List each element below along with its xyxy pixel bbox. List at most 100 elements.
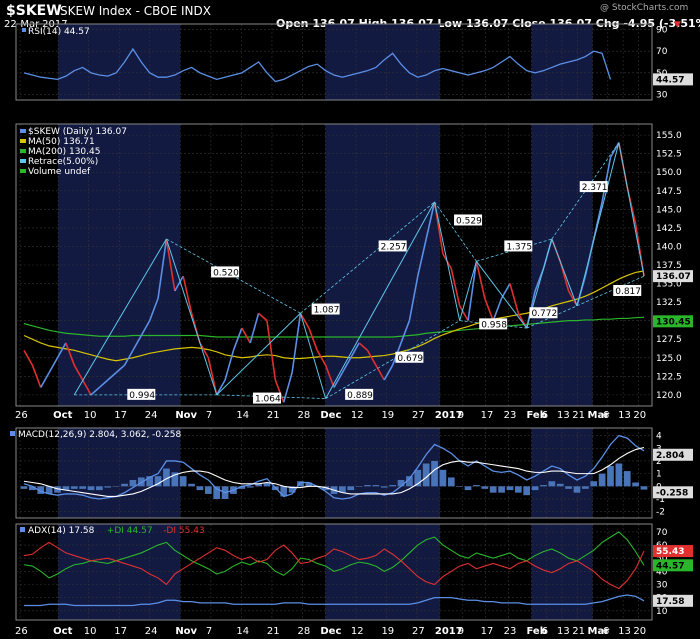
- macd-histogram-bar: [615, 463, 623, 487]
- x-tick-label: 6: [603, 626, 609, 637]
- y-tick-label: 50: [656, 554, 668, 564]
- retrace-ratio-box: [127, 388, 156, 400]
- x-tick-label: 28: [297, 626, 310, 637]
- y-tick-label: 137.5: [656, 261, 682, 271]
- macd-histogram-bar: [364, 485, 371, 487]
- retrace-ratio-label: 0.772: [531, 309, 557, 319]
- macd-histogram-bar: [498, 486, 505, 493]
- price-segment: [90, 386, 100, 396]
- y-tick-label: 90: [656, 25, 668, 35]
- retrace-ratio-box: [504, 240, 533, 252]
- macd-histogram-bar: [347, 486, 355, 491]
- macd-current-label: 2.804: [656, 451, 684, 461]
- adx-legend-item: +DI 44.57: [107, 526, 153, 536]
- adx-legend-item: -DI 55.43: [163, 526, 204, 536]
- y-tick-label: 125.0: [656, 354, 682, 364]
- y-tick-label: 150.0: [656, 168, 682, 178]
- retrace-ratio-label: 0.994: [129, 391, 155, 401]
- y-tick-label: 10: [656, 607, 668, 617]
- price-segment: [115, 364, 126, 374]
- price-legend-swatch: [20, 139, 26, 143]
- y-tick-label: 147.5: [656, 187, 682, 197]
- x-tick-label: Feb: [526, 410, 546, 421]
- x-tick-label: Nov: [175, 410, 197, 421]
- retrace-ratio-box: [613, 284, 642, 296]
- price-segment: [140, 320, 151, 336]
- price-segment: [23, 349, 34, 366]
- adx-current-label: 17.58: [656, 597, 684, 607]
- retrace-ratio-box: [311, 303, 340, 315]
- x-tick-label: 27: [412, 410, 425, 421]
- x-tick-label: 10: [84, 626, 97, 637]
- macd-histogram-bar: [632, 482, 639, 487]
- price-segment: [299, 312, 310, 329]
- macd-histogram-bar: [96, 486, 103, 491]
- y-tick-label: 155.0: [656, 131, 682, 141]
- retrace-ratio-box: [345, 388, 374, 400]
- watermark: @ StockCharts.com: [600, 3, 688, 13]
- x-tick-label: 14: [236, 410, 249, 421]
- y-tick-label: 70: [656, 47, 668, 57]
- price-legend-item: MA(50) 136.71: [28, 137, 95, 147]
- price-segment: [333, 372, 344, 388]
- macd-histogram-bar: [305, 482, 313, 487]
- macd-histogram-bar: [473, 485, 480, 487]
- price-segment: [165, 238, 176, 292]
- macd-histogram-bar: [112, 486, 120, 487]
- retrace-ratio-label: 0.529: [456, 216, 482, 226]
- price-legend-swatch: [20, 129, 26, 133]
- macd-legend-swatch: [10, 431, 15, 436]
- price-segment: [291, 313, 302, 373]
- retrace-leg: [551, 238, 578, 306]
- price-segment: [73, 364, 84, 381]
- price-segment: [425, 201, 436, 240]
- x-tick-label: Dec: [320, 410, 341, 421]
- x-tick-label: Dec: [320, 626, 341, 637]
- rsi-current-label: 44.57: [656, 75, 684, 85]
- macd-histogram-bar: [288, 486, 296, 493]
- y-tick-label: 135.0: [656, 280, 682, 290]
- price-segment: [350, 342, 360, 359]
- x-tick-label: 6: [542, 626, 548, 637]
- symbol-title: $SKEW: [6, 3, 62, 19]
- x-tick-label: 13: [618, 410, 631, 421]
- price-segment: [467, 261, 478, 321]
- macd-histogram-bar: [431, 460, 438, 487]
- macd-histogram-bar: [179, 476, 187, 487]
- price-current-label: 136.07: [656, 272, 691, 282]
- x-tick-label: 6: [542, 410, 548, 421]
- retrace-ratio-box: [529, 307, 558, 319]
- macd-histogram-bar: [548, 481, 556, 487]
- macd-histogram-bar: [397, 479, 405, 487]
- price-segment: [408, 275, 419, 321]
- retrace-ratio-box: [211, 266, 240, 278]
- retrace-ratio-box: [252, 392, 281, 404]
- macd-histogram-bar: [623, 471, 631, 487]
- ma200-line: [23, 316, 645, 338]
- x-tick-label: 17: [481, 626, 494, 637]
- x-tick-label: 13: [557, 410, 570, 421]
- price-segment: [592, 201, 603, 240]
- macd-histogram-bar: [582, 486, 589, 489]
- price-segment: [601, 157, 612, 203]
- y-tick-label: 127.5: [656, 335, 682, 345]
- plus-di-current-label: 44.57: [656, 561, 684, 571]
- retrace-ratio-box: [579, 181, 608, 193]
- x-tick-label: 21: [267, 410, 280, 421]
- x-tick-label: 2017: [435, 410, 463, 421]
- retrace-leg: [459, 261, 477, 321]
- month-band: [325, 428, 440, 518]
- y-tick-label: 1: [656, 470, 662, 480]
- x-tick-label: 2017: [435, 626, 463, 637]
- retrace-ratio-box: [479, 318, 508, 330]
- x-tick-label: 17: [114, 626, 127, 637]
- adx-legend-swatch: [20, 527, 25, 532]
- macd-histogram-bar: [45, 486, 53, 494]
- macd-histogram-bar: [573, 486, 581, 493]
- month-band: [325, 524, 440, 620]
- price-segment: [107, 372, 117, 381]
- panel-macd: [15, 427, 653, 519]
- retrace-ratio-label: 0.520: [213, 268, 239, 278]
- retrace-ratio-label: 2.257: [381, 242, 407, 252]
- price-segment: [308, 327, 318, 351]
